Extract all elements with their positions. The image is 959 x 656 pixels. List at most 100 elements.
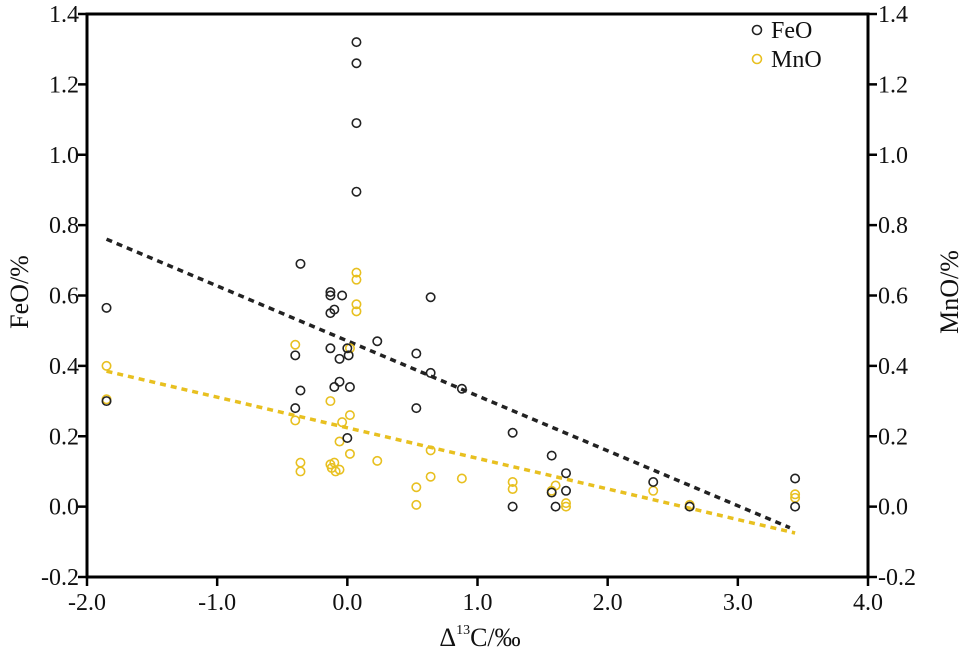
mno-data-point <box>295 466 306 477</box>
x-tick-label: 2.0 <box>593 590 623 616</box>
feo-data-point <box>546 450 557 461</box>
mno-data-point <box>561 498 572 509</box>
feo-data-point <box>411 348 422 359</box>
mno-data-point <box>507 476 518 487</box>
feo-data-point <box>351 118 362 129</box>
feo-data-point <box>425 367 436 378</box>
feo-data-point <box>550 501 561 512</box>
x-axis-title-prefix: Δ <box>439 623 456 652</box>
feo-data-point <box>507 427 518 438</box>
mno-data-point <box>648 485 659 496</box>
y-right-tick-label: -0.2 <box>878 565 916 591</box>
y-left-tick-label: 0.2 <box>49 424 79 450</box>
feo-data-point <box>648 476 659 487</box>
y-left-tick-label: 1.2 <box>49 72 79 98</box>
feo-data-point <box>329 381 340 392</box>
mno-trend-line <box>106 369 796 535</box>
mno-data-point <box>295 457 306 468</box>
data-points <box>101 37 801 512</box>
mno-data-point <box>790 489 801 500</box>
feo-data-point <box>507 501 518 512</box>
feo-trend-line <box>105 237 791 530</box>
y-left-tick-label: -0.2 <box>41 565 79 591</box>
feo-data-point <box>342 433 353 444</box>
mno-data-point <box>372 455 383 466</box>
x-axis-ticks: -2.0 -1.0 0.0 1.0 2.0 3.0 4.0 <box>68 577 883 616</box>
mno-data-point <box>411 499 422 510</box>
y-left-axis-title: FeO/% <box>5 255 34 329</box>
feo-data-point <box>290 403 301 414</box>
mno-data-point <box>411 482 422 493</box>
feo-data-point <box>561 485 572 496</box>
y-left-axis-ticks: -0.2 0.0 0.2 0.4 0.6 0.8 1.0 1.2 1.4 <box>41 2 87 591</box>
mno-data-point <box>425 445 436 456</box>
x-tick-label: 4.0 <box>853 590 883 616</box>
feo-data-point <box>372 336 383 347</box>
legend-label-feo: FeO <box>771 18 812 44</box>
mno-data-point <box>351 299 362 310</box>
feo-data-point <box>351 186 362 197</box>
feo-data-point <box>325 343 336 354</box>
mno-data-point <box>351 306 362 317</box>
x-axis-title-suffix: C/‰ <box>470 623 521 652</box>
y-right-tick-label: 0.6 <box>878 284 908 310</box>
feo-data-point <box>337 290 348 301</box>
feo-data-point <box>351 37 362 48</box>
mno-data-point <box>351 267 362 278</box>
y-left-tick-label: 0.4 <box>49 354 79 380</box>
legend-marker-mno <box>751 53 763 65</box>
x-tick-label: 3.0 <box>723 590 753 616</box>
x-tick-label: 0.0 <box>332 590 362 616</box>
mno-data-point <box>344 410 355 421</box>
feo-data-point <box>295 258 306 269</box>
mno-data-point <box>290 339 301 350</box>
mno-data-point <box>351 274 362 285</box>
mno-data-point <box>325 396 336 407</box>
feo-data-point <box>334 353 345 364</box>
mno-data-point <box>456 473 467 484</box>
y-left-tick-label: 0.8 <box>49 213 79 239</box>
mno-data-point <box>101 360 112 371</box>
y-right-tick-label: 0.4 <box>878 354 908 380</box>
y-right-axis-title: MnO/% <box>935 250 959 334</box>
feo-data-point <box>351 58 362 69</box>
x-tick-label: 1.0 <box>463 590 493 616</box>
x-tick-label: -2.0 <box>68 590 106 616</box>
y-right-tick-label: 1.2 <box>878 72 908 98</box>
plot-area <box>85 12 870 579</box>
mno-data-point <box>561 501 572 512</box>
feo-data-point <box>790 473 801 484</box>
feo-data-point <box>101 302 112 313</box>
feo-data-point <box>325 286 336 297</box>
legend: FeO MnO <box>751 18 822 73</box>
y-right-tick-label: 1.0 <box>878 143 908 169</box>
feo-data-point <box>546 487 557 498</box>
mno-data-point <box>334 464 345 475</box>
x-axis-title-superscript: 13 <box>456 623 470 638</box>
trend-lines <box>105 237 796 535</box>
feo-data-point <box>343 350 354 361</box>
feo-data-point <box>101 396 112 407</box>
plot-border <box>85 12 870 579</box>
y-left-tick-label: 1.0 <box>49 143 79 169</box>
feo-data-point <box>325 290 336 301</box>
x-tick-label: -1.0 <box>198 590 236 616</box>
y-right-tick-label: 0.8 <box>878 213 908 239</box>
feo-data-point <box>290 350 301 361</box>
mno-data-point <box>337 417 348 428</box>
x-axis-title: Δ13C/‰ <box>439 623 520 652</box>
y-left-tick-label: 0.6 <box>49 284 79 310</box>
mno-data-point <box>290 415 301 426</box>
feo-data-point <box>561 468 572 479</box>
feo-data-point <box>329 304 340 315</box>
y-right-tick-label: 0.2 <box>878 424 908 450</box>
y-right-tick-label: 1.4 <box>878 2 908 28</box>
y-right-tick-label: 0.0 <box>878 495 908 521</box>
feo-data-point <box>684 501 695 512</box>
mno-data-point <box>507 484 518 495</box>
feo-data-point <box>342 343 353 354</box>
y-right-axis-ticks: -0.2 0.0 0.2 0.4 0.6 0.8 1.0 1.2 1.4 <box>868 2 916 591</box>
y-left-tick-label: 0.0 <box>49 495 79 521</box>
feo-data-point <box>425 292 436 303</box>
